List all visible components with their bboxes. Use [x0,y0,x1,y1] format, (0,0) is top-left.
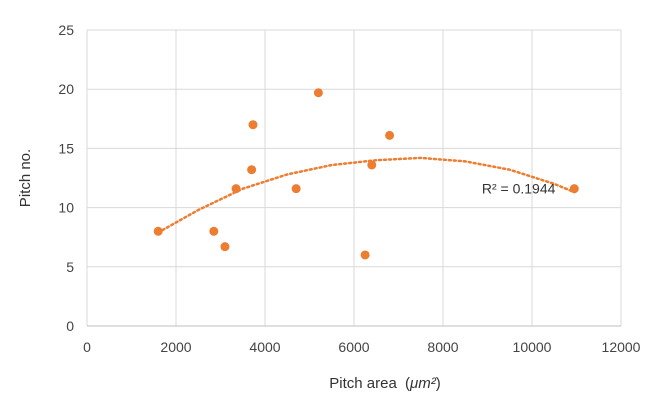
y-tick-label: 10 [58,200,74,216]
data-point [291,184,301,194]
y-axis-title: Pitch no. [17,149,34,207]
trendline-layer [156,156,576,234]
data-point [360,250,370,260]
x-axis-title-text: Pitch area [329,375,397,392]
y-tick-label: 20 [58,81,74,97]
y-tick-label: 15 [58,140,74,156]
r-squared-annotation: R² = 0.1944 [482,180,556,196]
y-tick-label: 0 [66,318,74,334]
y-tick-label: 25 [58,22,74,38]
x-tick-label: 0 [83,339,91,355]
data-points-layer [153,88,579,260]
data-point [569,184,579,194]
x-tick-label: 12000 [602,339,641,355]
x-tick-label: 4000 [249,339,280,355]
data-point [153,226,163,236]
data-point [209,226,219,236]
data-point [247,165,257,175]
x-axis-unit-open: ( [405,375,410,392]
data-point [367,160,377,170]
x-axis-unit: μm² [409,375,437,392]
grid-layer [86,29,622,327]
data-point [220,242,230,252]
y-tick-label: 5 [66,259,74,275]
x-tick-label: 2000 [160,339,191,355]
x-axis-title: Pitch area (μm²) [329,375,440,392]
x-tick-label: 8000 [427,339,458,355]
x-tick-label: 10000 [513,339,552,355]
data-point [313,88,323,98]
data-point [231,184,241,194]
data-point [248,120,258,130]
x-tick-label: 6000 [338,339,369,355]
x-axis-unit-close: ) [436,375,441,392]
data-point [385,130,395,140]
tick-labels-layer: 0 2000 4000 6000 8000 10000 12000 0 5 10 15 20 25 [58,22,640,355]
polynomial-trendline [156,156,576,234]
